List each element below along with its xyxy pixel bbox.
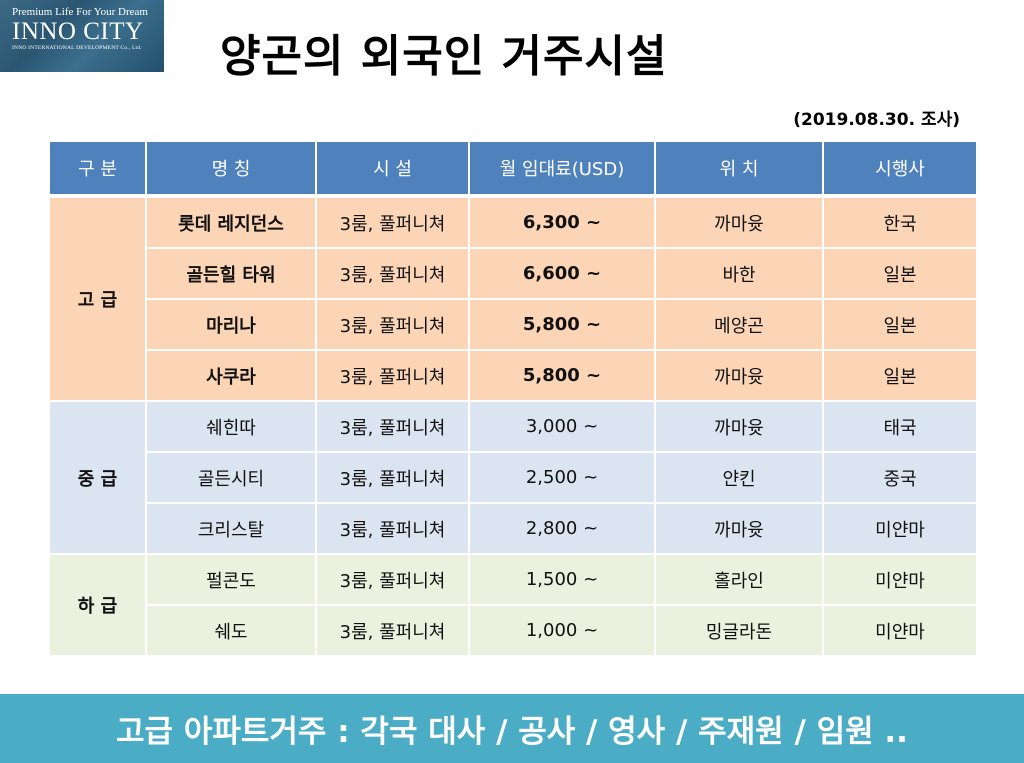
footer-banner: 고급 아파트거주 : 각국 대사 / 공사 / 영사 / 주재원 / 임원 ..: [0, 694, 1024, 763]
rent-cell: 6,600 ~: [468, 247, 656, 300]
location-cell: 홀라인: [654, 553, 824, 606]
page-title: 양곤의 외국인 거주시설: [220, 31, 668, 82]
developer-cell: 일본: [822, 247, 978, 300]
table-row: 고 급 롯데 레지던스 3룸, 풀퍼니쳐 6,300 ~ 까마윳 한국: [48, 195, 978, 402]
location-cell: 까마윳: [654, 195, 824, 249]
residence-name: 펄콘도: [145, 553, 317, 606]
location-cell: 얀킨: [654, 451, 824, 504]
logo-company: INNO INTERNATIONAL DEVELOPMENT Co., Ltd.: [12, 45, 142, 51]
location-cell: 까마윳: [654, 349, 824, 402]
rent-cell: 5,800 ~: [468, 298, 656, 351]
grade-cell-mid: 중 급: [48, 400, 147, 555]
rent-cell: 1,000 ~: [468, 604, 656, 657]
grade-cell-high: 고 급: [48, 195, 147, 402]
facility-cell: 3룸, 풀퍼니쳐: [315, 400, 470, 453]
table-row: 마리나 3룸, 풀퍼니쳐 5,800 ~ 메양곤 일본: [49, 298, 978, 351]
col-header-location: 위 치: [654, 140, 824, 198]
table-row: 골든시티 3룸, 풀퍼니쳐 2,500 ~ 얀킨 중국: [49, 451, 978, 504]
developer-cell: 태국: [822, 400, 978, 453]
table-row: 쉐도 3룸, 풀퍼니쳐 1,000 ~ 밍글라돈 미얀마: [49, 604, 978, 657]
rent-cell: 6,300 ~: [468, 195, 656, 249]
residence-name: 사쿠라: [145, 349, 317, 402]
logo-tagline: Premium Life For Your Dream: [12, 6, 148, 18]
facility-cell: 3룸, 풀퍼니쳐: [315, 451, 470, 504]
developer-cell: 중국: [822, 451, 978, 504]
rent-cell: 1,500 ~: [468, 553, 656, 606]
table-row: 중 급 쉐힌따 3룸, 풀퍼니쳐 3,000 ~ 까마윳 태국: [48, 400, 978, 555]
table-row: 크리스탈 3룸, 풀퍼니쳐 2,800 ~ 까마윳 미얀마: [49, 502, 978, 555]
developer-cell: 미얀마: [822, 604, 978, 657]
col-header-name: 명 칭: [145, 140, 317, 198]
survey-date: (2019.08.30. 조사): [793, 110, 960, 130]
residence-table: 구 분 명 칭 시 설 월 임대료(USD) 위 치 시행사 고 급 롯데 레지…: [48, 140, 978, 657]
facility-cell: 3룸, 풀퍼니쳐: [315, 298, 470, 351]
developer-cell: 한국: [822, 195, 978, 249]
table-header-row: 구 분 명 칭 시 설 월 임대료(USD) 위 치 시행사: [48, 140, 978, 198]
residence-name: 쉐도: [145, 604, 317, 657]
developer-cell: 미얀마: [822, 553, 978, 606]
table-row: 하 급 펄콘도 3룸, 풀퍼니쳐 1,500 ~ 홀라인 미얀마: [48, 553, 978, 657]
col-header-grade: 구 분: [48, 140, 147, 198]
developer-cell: 일본: [822, 298, 978, 351]
rent-cell: 2,800 ~: [468, 502, 656, 555]
facility-cell: 3룸, 풀퍼니쳐: [315, 502, 470, 555]
grade-cell-low: 하 급: [48, 553, 147, 657]
rent-cell: 5,800 ~: [468, 349, 656, 402]
residence-name: 쉐힌따: [145, 400, 317, 453]
facility-cell: 3룸, 풀퍼니쳐: [315, 247, 470, 300]
col-header-developer: 시행사: [822, 140, 978, 198]
developer-cell: 미얀마: [822, 502, 978, 555]
facility-cell: 3룸, 풀퍼니쳐: [315, 553, 470, 606]
rent-cell: 3,000 ~: [468, 400, 656, 453]
residence-name: 크리스탈: [145, 502, 317, 555]
rent-cell: 2,500 ~: [468, 451, 656, 504]
facility-cell: 3룸, 풀퍼니쳐: [315, 195, 470, 249]
location-cell: 까마윳: [654, 400, 824, 453]
table-row: 골든힐 타워 3룸, 풀퍼니쳐 6,600 ~ 바한 일본: [49, 247, 978, 300]
location-cell: 밍글라돈: [654, 604, 824, 657]
facility-cell: 3룸, 풀퍼니쳐: [315, 349, 470, 402]
residence-name: 골든힐 타워: [145, 247, 317, 300]
residence-name: 롯데 레지던스: [145, 195, 317, 249]
logo-brand: INNO CITY: [12, 18, 144, 45]
location-cell: 메양곤: [654, 298, 824, 351]
location-cell: 바한: [654, 247, 824, 300]
footer-text: 고급 아파트거주 : 각국 대사 / 공사 / 영사 / 주재원 / 임원 ..: [116, 714, 908, 750]
col-header-rent: 월 임대료(USD): [468, 140, 656, 198]
residence-name: 마리나: [145, 298, 317, 351]
table-row: 사쿠라 3룸, 풀퍼니쳐 5,800 ~ 까마윳 일본: [49, 349, 978, 402]
col-header-facility: 시 설: [315, 140, 470, 198]
residence-name: 골든시티: [145, 451, 317, 504]
location-cell: 까마윳: [654, 502, 824, 555]
inno-city-logo: Premium Life For Your Dream INNO CITY IN…: [0, 0, 164, 72]
developer-cell: 일본: [822, 349, 978, 402]
facility-cell: 3룸, 풀퍼니쳐: [315, 604, 470, 657]
